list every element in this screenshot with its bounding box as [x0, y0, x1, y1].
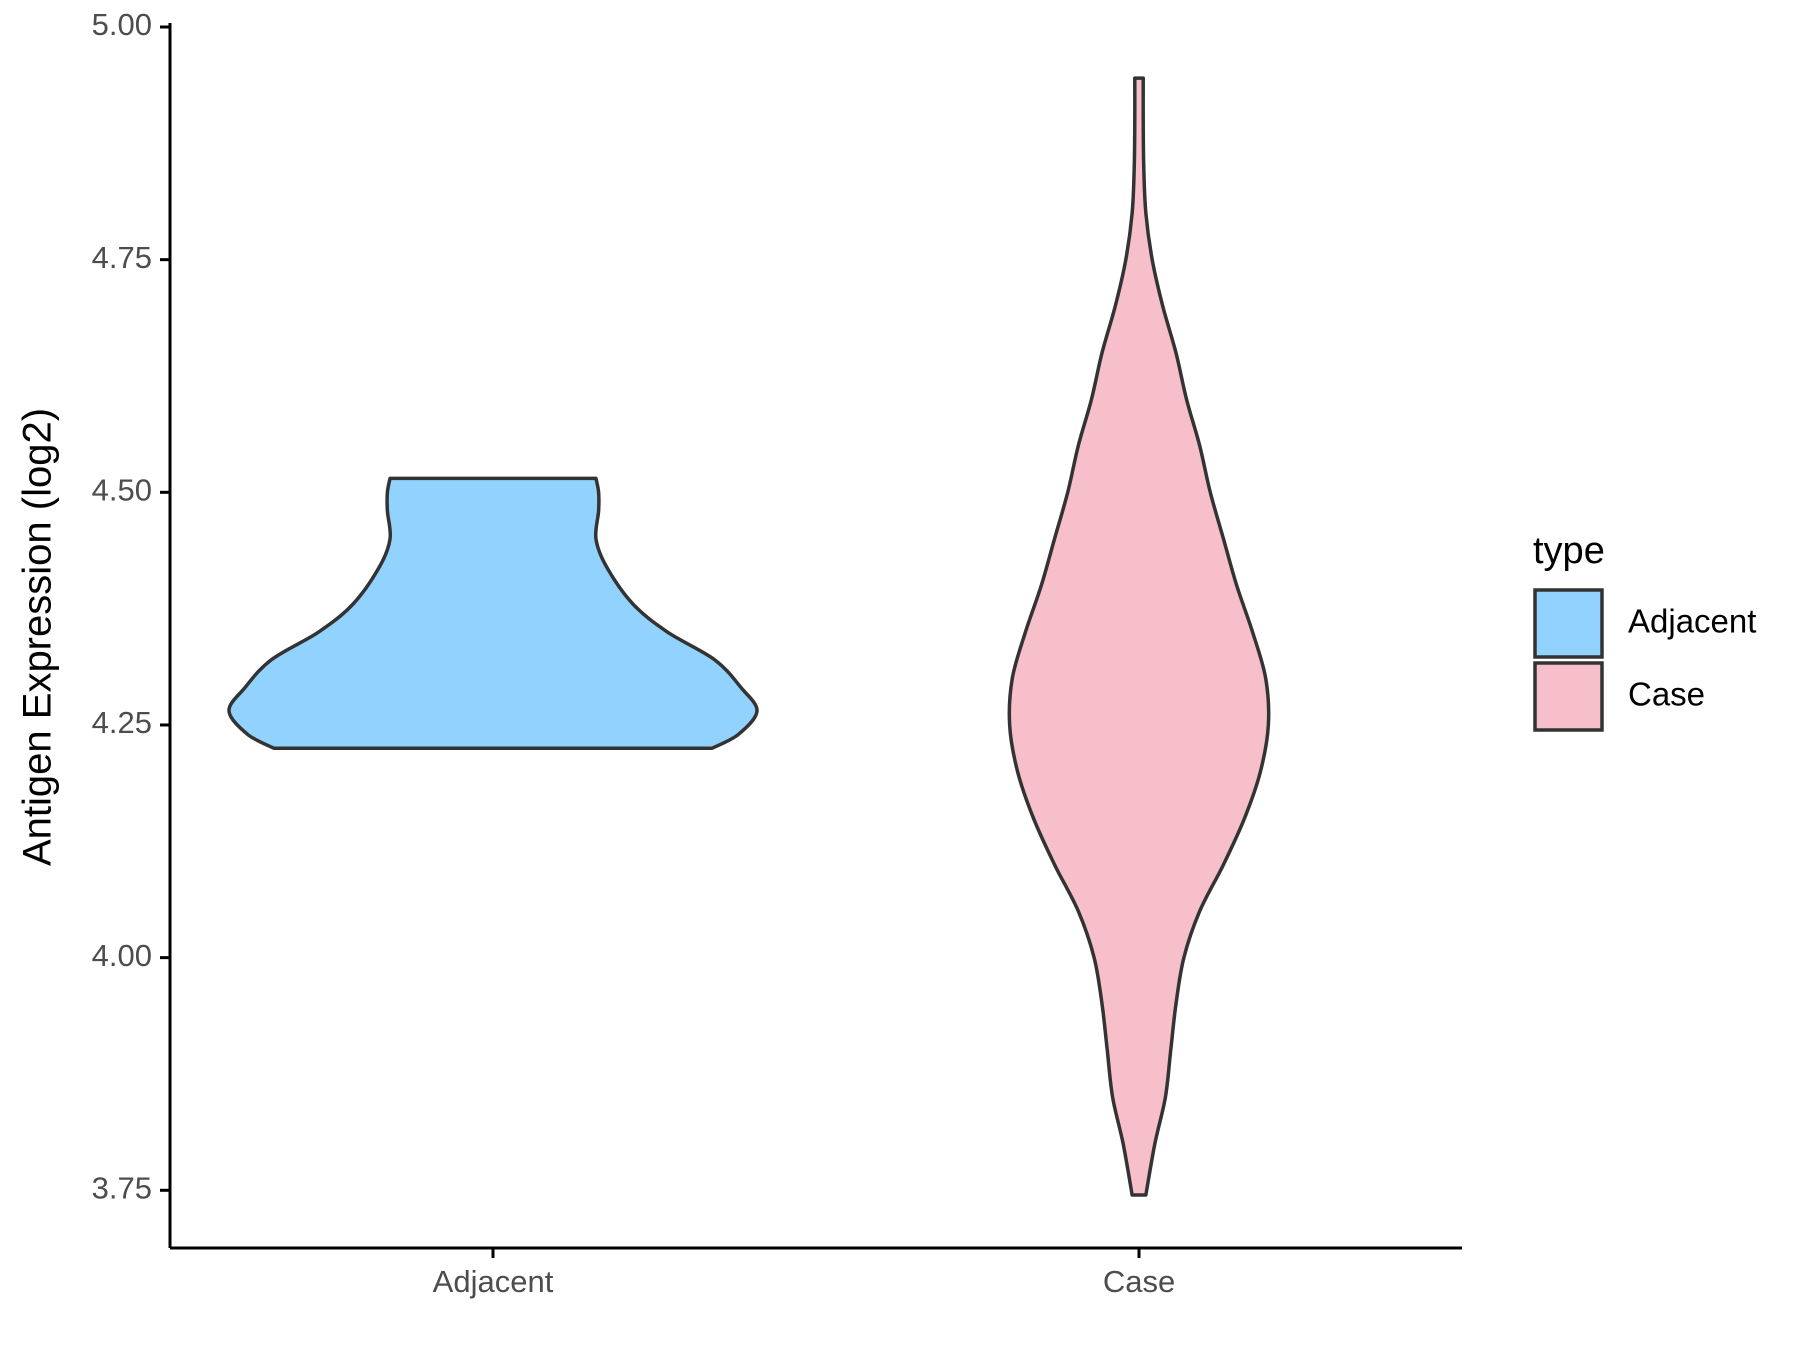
- violin: [227, 476, 759, 750]
- legend-title: type: [1533, 530, 1605, 572]
- y-tick-label: 5.00: [92, 7, 152, 42]
- y-tick-label: 4.75: [92, 240, 152, 275]
- legend-key: [1533, 661, 1604, 732]
- legend-label: Adjacent: [1628, 603, 1756, 640]
- x-tick-label: Adjacent: [433, 1264, 554, 1299]
- y-tick-label: 4.25: [92, 705, 152, 740]
- y-tick-label: 4.50: [92, 473, 152, 508]
- violin: [1007, 76, 1271, 1197]
- y-tick-label: 4.00: [92, 938, 152, 973]
- y-axis-title: Antigen Expression (log2): [16, 408, 60, 866]
- y-tick-label: 3.75: [92, 1170, 152, 1205]
- legend-key: [1533, 588, 1604, 659]
- legend-label: Case: [1628, 676, 1705, 713]
- x-tick-label: Case: [1103, 1264, 1175, 1299]
